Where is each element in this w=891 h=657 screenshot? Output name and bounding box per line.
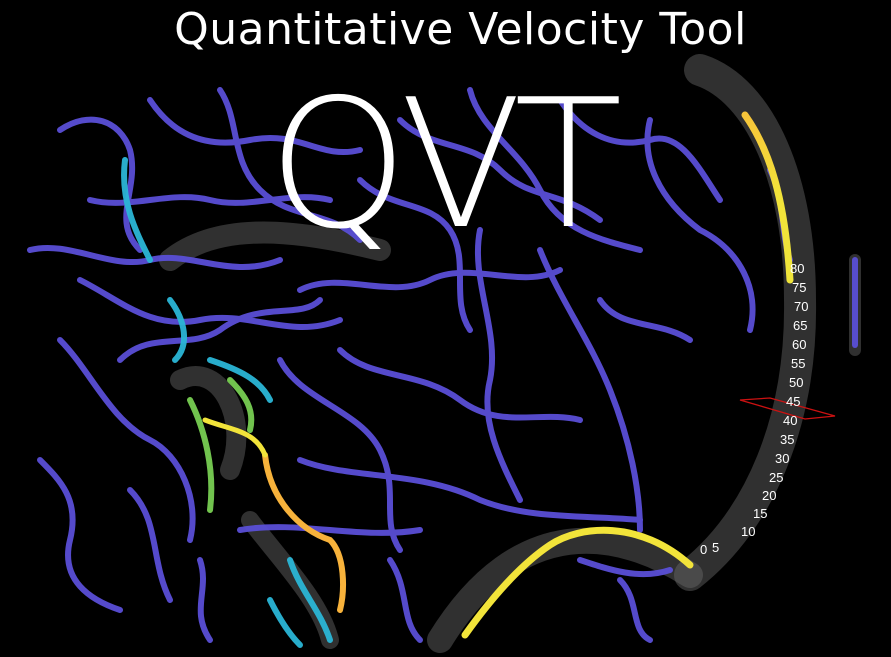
vessel-network-low-velocity: [27, 87, 858, 643]
scale-label: 15: [753, 506, 767, 521]
vessel-green-segments: [187, 377, 255, 513]
scale-label: 35: [780, 432, 794, 447]
scale-label: 40: [783, 413, 797, 428]
scale-label: 20: [762, 488, 776, 503]
qvt-logo: QVT: [268, 61, 623, 268]
scale-label: 55: [791, 356, 805, 371]
cut-plane-marker: [739, 397, 836, 420]
scale-label: 45: [786, 394, 800, 409]
vessel-mid-velocity: [121, 157, 333, 648]
scale-label: 65: [793, 318, 807, 333]
scale-label: 80: [790, 261, 804, 276]
vessel-high-velocity: [202, 111, 794, 639]
scale-label: 0: [700, 542, 707, 557]
app-title: Quantitative Velocity Tool: [174, 4, 747, 55]
scale-label: 75: [792, 280, 806, 295]
scale-label: 25: [769, 470, 783, 485]
scale-label: 5: [712, 540, 719, 555]
scale-label: 30: [775, 451, 789, 466]
scale-label: 60: [792, 337, 806, 352]
scale-label: 50: [789, 375, 803, 390]
scale-label: 10: [741, 524, 755, 539]
scale-label: 70: [794, 299, 808, 314]
